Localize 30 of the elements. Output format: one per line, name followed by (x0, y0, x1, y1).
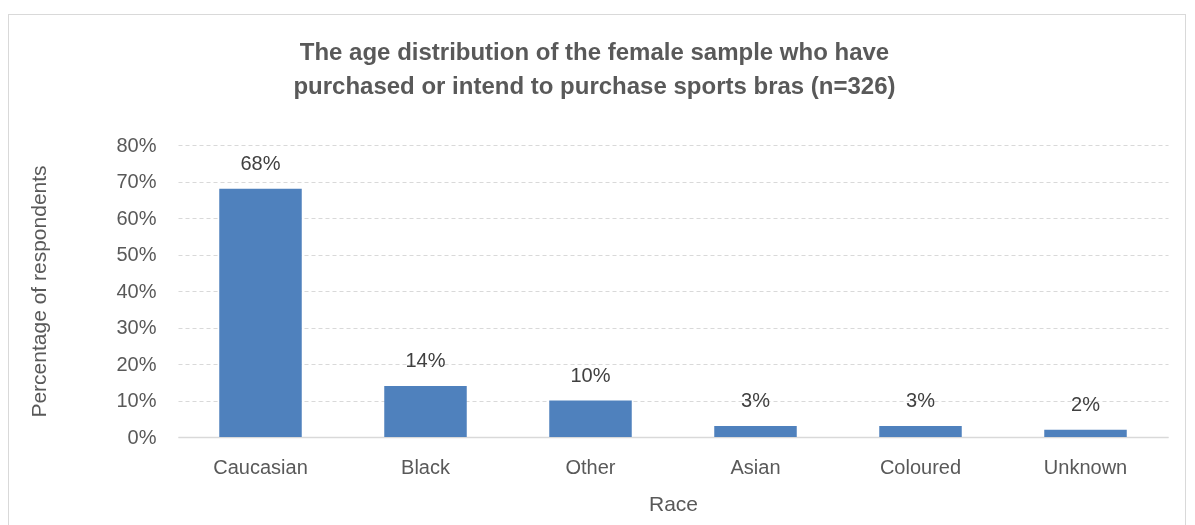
data-label: 10% (570, 363, 611, 386)
bar (384, 385, 467, 437)
bar (879, 426, 962, 437)
data-label: 2% (1071, 392, 1101, 415)
data-label: 68% (240, 151, 281, 174)
bar (1044, 429, 1127, 437)
x-tick-label: Coloured (879, 455, 962, 478)
y-tick-label: 50% (116, 243, 157, 265)
x-tick-label: Unknown (1043, 455, 1128, 478)
x-tick-label: Black (401, 455, 451, 478)
y-tick-label: 40% (116, 279, 157, 302)
y-tick-label: 20% (116, 352, 157, 375)
x-tick-label: Asian (730, 455, 781, 478)
data-label: 14% (405, 348, 446, 371)
y-tick-label: 70% (116, 170, 157, 192)
y-tick-label: 80% (116, 133, 157, 156)
chart-title: The age distribution of the female sample who have purchased or intend to purchase sports bras (n=326) (293, 38, 896, 99)
y-axis-title: Percentage of respondents (27, 165, 51, 418)
data-label: 3% (906, 389, 936, 412)
bar (714, 426, 797, 437)
y-tick-label: 0% (127, 425, 157, 448)
y-tick-label: 10% (116, 389, 157, 411)
x-axis-title: Race (648, 491, 699, 515)
bar (549, 400, 632, 437)
y-tick-label: 30% (116, 316, 157, 338)
bar (219, 188, 302, 437)
x-tick-label: Caucasian (213, 455, 308, 478)
x-tick-label: Other (565, 455, 616, 478)
y-tick-label: 60% (116, 206, 157, 229)
data-label: 3% (741, 389, 771, 412)
